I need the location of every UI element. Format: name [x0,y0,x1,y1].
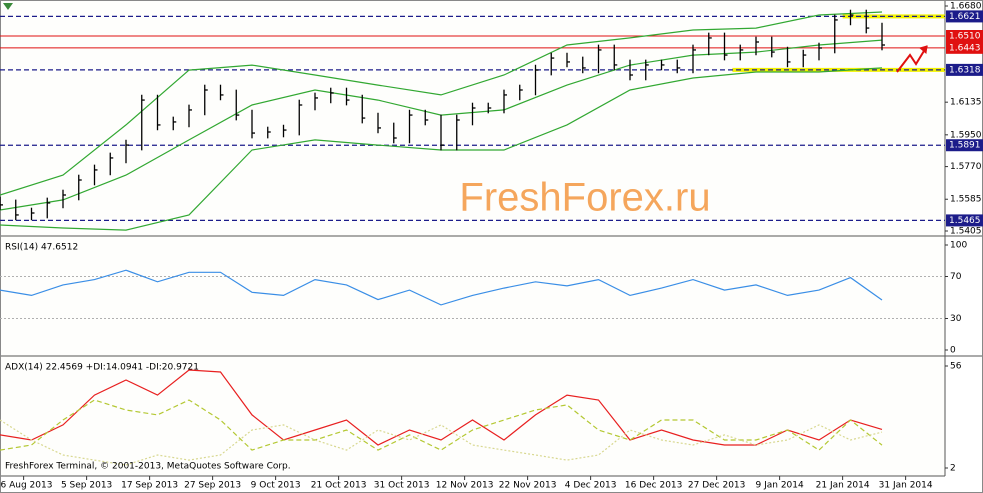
pane-title: ADX(14) 22.4569 +DI:14.0941 -DI:20.9721 [5,363,199,373]
y-tick-label: 1.6135 [950,98,982,108]
price-axis-background [945,0,983,493]
level-label: 1.5891 [949,141,981,151]
x-tick-label: 12 Nov 2013 [436,481,494,491]
watermark: FreshForex.ru [459,176,710,220]
x-tick-label: 16 Dec 2013 [625,481,683,491]
y-tick-label: 1.5405 [950,227,982,237]
y-tick-label: 1.6680 [950,2,982,12]
y-tick-label: 2 [950,464,956,474]
x-tick-label: 17 Sep 2013 [121,481,178,491]
level-label: 1.6510 [949,32,981,42]
x-tick-label: 21 Jan 2014 [816,481,870,491]
y-tick-label: 70 [950,272,962,282]
indicator-line [0,369,883,446]
y-tick-label: 1.5770 [950,162,982,172]
x-tick-label: 9 Oct 2013 [251,481,301,491]
x-tick-label: 26 Aug 2013 [0,481,52,491]
level-label-box [946,10,983,23]
level-label: 1.6318 [949,65,981,75]
level-label-box [946,30,983,42]
plot-background [0,0,945,476]
x-tick-label: 4 Dec 2013 [565,481,617,491]
y-tick-label: 30 [950,314,962,324]
x-tick-label: 27 Sep 2013 [184,481,241,491]
indicator-line [0,269,883,306]
x-tick-label: 21 Oct 2013 [311,481,367,491]
y-tick-label: 100 [950,241,967,251]
level-highlight [732,67,945,72]
y-tick-label: 0 [950,346,956,356]
x-tick-label: 9 Jan 2014 [756,481,804,491]
x-tick-label: 5 Sep 2013 [61,481,112,491]
indicator-line [0,11,883,196]
level-label: 1.5465 [949,216,981,226]
level-highlight [842,14,945,19]
level-label-box [946,63,983,76]
y-tick-label: 1.5585 [950,195,982,205]
level-label-box [946,139,983,152]
arrow [896,45,928,73]
level-label-box [946,214,983,227]
footer: FreshForex Terminal, © 2001-2013, MetaQu… [5,462,291,472]
level-label: 1.6443 [949,43,981,53]
x-tick-label: 22 Nov 2013 [499,481,557,491]
y-tick-label: 1.5950 [950,130,982,140]
level-label: 1.6621 [949,12,981,22]
indicator-line [0,419,883,466]
icon [3,3,13,10]
indicator-line [0,399,883,451]
level-label-box [946,41,983,54]
x-tick-label: 31 Jan 2014 [879,481,933,491]
arrow-head [918,45,928,54]
x-tick-label: 31 Oct 2013 [374,481,430,491]
pane-title: RSI(14) 47.6512 [5,243,78,253]
x-tick-label: 27 Dec 2013 [688,481,746,491]
y-tick-label: 56 [950,362,962,372]
